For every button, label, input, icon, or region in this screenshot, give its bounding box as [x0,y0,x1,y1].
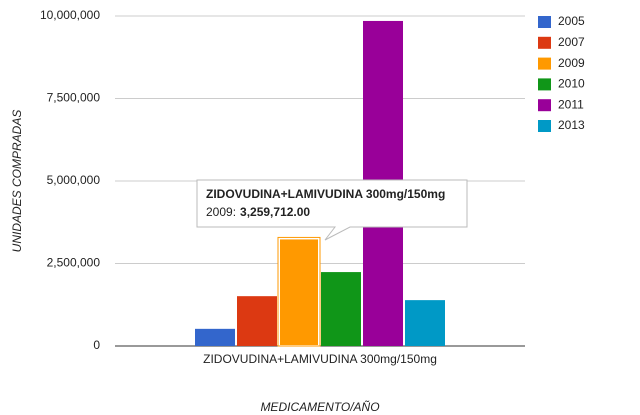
tooltip-value: 2009: 3,259,712.00 [206,205,310,219]
legend-swatch [538,16,551,28]
bar-highlight [277,236,321,347]
bar [195,328,235,346]
legend-swatch [538,36,551,49]
y-tick-label: 2,500,000 [47,256,101,270]
y-axis-title: UNIDADES COMPRADAS [10,110,24,253]
tooltip-series: 2009: [206,205,236,219]
y-tick-label: 0 [93,338,100,352]
x-axis-title: MEDICAMENTO/AÑO [260,400,379,414]
legend-swatch [538,57,551,70]
legend-swatch [538,99,551,112]
bar [321,272,361,346]
legend-label: 2009 [558,56,585,70]
legend-label: 2011 [558,97,584,111]
tooltip-number: 3,259,712.00 [240,205,310,219]
y-tick-label: 7,500,000 [47,91,101,105]
y-tick-label: 10,000,000 [40,8,100,22]
grid: 0 2,500,000 5,000,000 7,500,000 10,000,000 ZI… [40,8,525,366]
bar [278,237,320,347]
bar [405,300,445,346]
legend-label: 2005 [558,14,585,28]
tooltip-title: ZIDOVUDINA+LAMIVUDINA 300mg/150mg [206,187,445,201]
tooltip: ZIDOVUDINA+LAMIVUDINA 300mg/150mg 2009: 3,… [196,179,468,241]
legend-label: 2007 [558,35,585,49]
legend-label: 2010 [558,77,585,91]
legend: 2005 2007 2009 2010 2011 2013 [538,14,585,132]
tooltip-box [196,179,468,241]
legend-swatch [538,78,551,91]
y-tick-label: 5,000,000 [47,173,101,187]
legend-swatch [538,120,551,132]
bar [237,296,277,346]
x-tick-label: ZIDOVUDINA+LAMIVUDINA 300mg/150mg [203,352,437,366]
legend-label: 2013 [558,118,585,132]
